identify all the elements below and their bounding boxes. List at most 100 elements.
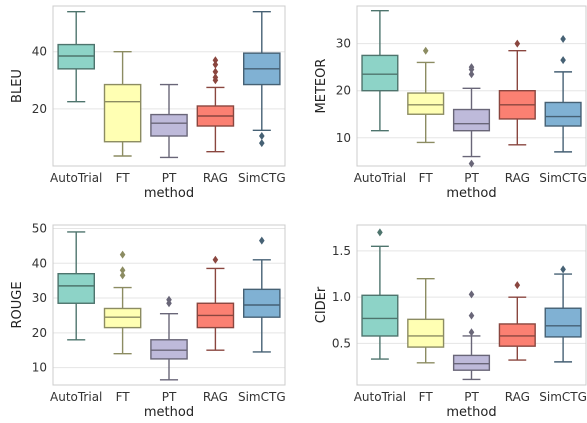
outlier-point [468,70,475,79]
outlier-point [212,255,219,264]
rouge-xtick-label: RAG [203,390,228,404]
cider-ytick-label: 1.5 [332,244,351,258]
meteor-ytick-label: 20 [336,84,351,98]
meteor-box-rag [498,39,536,146]
bleu-box-simctg [243,11,281,148]
bleu-box-pt [150,83,188,159]
bleu-axes-frame [52,5,286,167]
rouge-ytick-label: 10 [32,361,47,375]
iqr-box [452,108,491,132]
bleu-box-rag [196,56,235,153]
cider-xtick-label: PT [464,390,479,404]
rouge-xlabel: method [144,405,194,420]
outlier-point [259,139,265,148]
outlier-point [560,56,566,65]
rouge-box-rag [196,255,235,351]
meteor-box-autotrial [361,10,399,132]
outlier-point [468,63,475,72]
rouge-xtick-label: AutoTrial [50,390,102,404]
outlier-point [119,250,126,259]
rouge-plot: 10 20 30 40 50 AutoTrial FT PT RAG SimCTG method RO… [10,221,286,420]
bleu-ytick-label: 20 [32,102,47,116]
outlier-point [259,132,265,140]
cider-xlabel: method [446,405,496,420]
rouge-box-simctg [243,236,281,353]
meteor-box-simctg [544,34,582,153]
outlier-point [212,60,219,69]
bleu-plot: 20 40 AutoTrial FT PT RAG SimCTG method BLEU [10,5,286,201]
bleu-xtick-label: RAG [203,171,228,185]
outlier-point [377,228,383,237]
iqr-box [103,307,142,329]
meteor-xtick-label: RAG [505,171,530,185]
bleu-xtick-label: FT [116,171,131,185]
bleu-xtick-label: AutoTrial [50,171,102,185]
bleu-xlabel: method [144,186,194,201]
iqr-box [103,83,142,143]
outlier-point [468,328,475,337]
rouge-box-autotrial [57,231,95,341]
outlier-point [119,266,126,275]
outlier-point [212,73,219,82]
outlier-point [166,295,172,304]
outlier-point [560,265,566,274]
iqr-box [150,339,188,360]
cider-box-pt [452,290,491,381]
cider-xtick-label: FT [419,390,434,404]
outlier-point [560,34,566,43]
cider-xtick-label: SimCTG [539,390,587,404]
rouge-box-ft [103,250,142,355]
outlier-point [468,159,475,168]
cider-axes-frame [356,224,587,386]
cider-box-simctg [544,265,582,363]
iqr-box [498,323,536,347]
rouge-xtick-label: FT [116,390,131,404]
iqr-box [361,294,399,337]
meteor-xtick-label: PT [464,171,479,185]
outlier-point [212,67,219,76]
meteor-plot: 10 20 30 AutoTrial FT PT RAG SimCTG method METEOR [314,5,587,201]
iqr-box [452,354,491,371]
rouge-ytick-label: 40 [32,256,47,270]
bleu-box-autotrial [57,11,95,103]
outlier-point [514,281,521,290]
iqr-box [407,92,445,115]
outlier-point [468,311,475,320]
rouge-ylabel: ROUGE [10,281,25,328]
outlier-point [514,39,521,48]
outlier-point [422,46,429,55]
iqr-box [407,318,445,348]
rouge-xtick-label: SimCTG [238,390,286,404]
cider-box-autotrial [361,228,399,360]
meteor-xtick-label: SimCTG [539,171,587,185]
iqr-box [361,54,399,92]
iqr-box [544,101,582,127]
cider-ylabel: CIDEr [314,286,329,323]
rouge-ytick-label: 30 [32,291,47,305]
meteor-box-ft [407,46,445,144]
outlier-point [259,236,265,245]
meteor-ytick-label: 30 [336,37,351,51]
cider-box-rag [498,281,536,361]
rouge-ytick-label: 50 [32,221,47,235]
cider-box-ft [407,277,445,364]
meteor-box-pt [452,63,491,168]
cider-plot: 0.5 1.0 1.5 AutoTrial FT PT RAG SimCTG method CID… [314,224,587,420]
iqr-box [150,113,188,137]
meteor-xtick-label: AutoTrial [354,171,406,185]
iqr-box [57,272,95,304]
bleu-xtick-label: PT [162,171,177,185]
iqr-box [57,43,95,70]
cider-ytick-label: 0.5 [332,336,351,350]
outlier-point [119,271,126,280]
bleu-ylabel: BLEU [10,69,25,103]
cider-xtick-label: AutoTrial [354,390,406,404]
meteor-xlabel: method [446,186,496,201]
bleu-xtick-label: SimCTG [238,171,286,185]
rouge-axes-frame [52,224,286,386]
iqr-box [544,307,582,338]
meteor-xtick-label: FT [419,171,434,185]
outlier-point [468,290,475,299]
rouge-xtick-label: PT [162,390,177,404]
meteor-ytick-label: 10 [336,131,351,145]
